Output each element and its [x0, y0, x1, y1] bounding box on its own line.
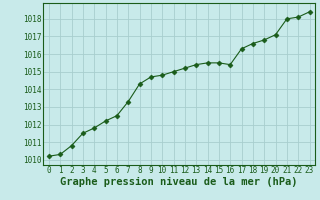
- X-axis label: Graphe pression niveau de la mer (hPa): Graphe pression niveau de la mer (hPa): [60, 177, 298, 187]
